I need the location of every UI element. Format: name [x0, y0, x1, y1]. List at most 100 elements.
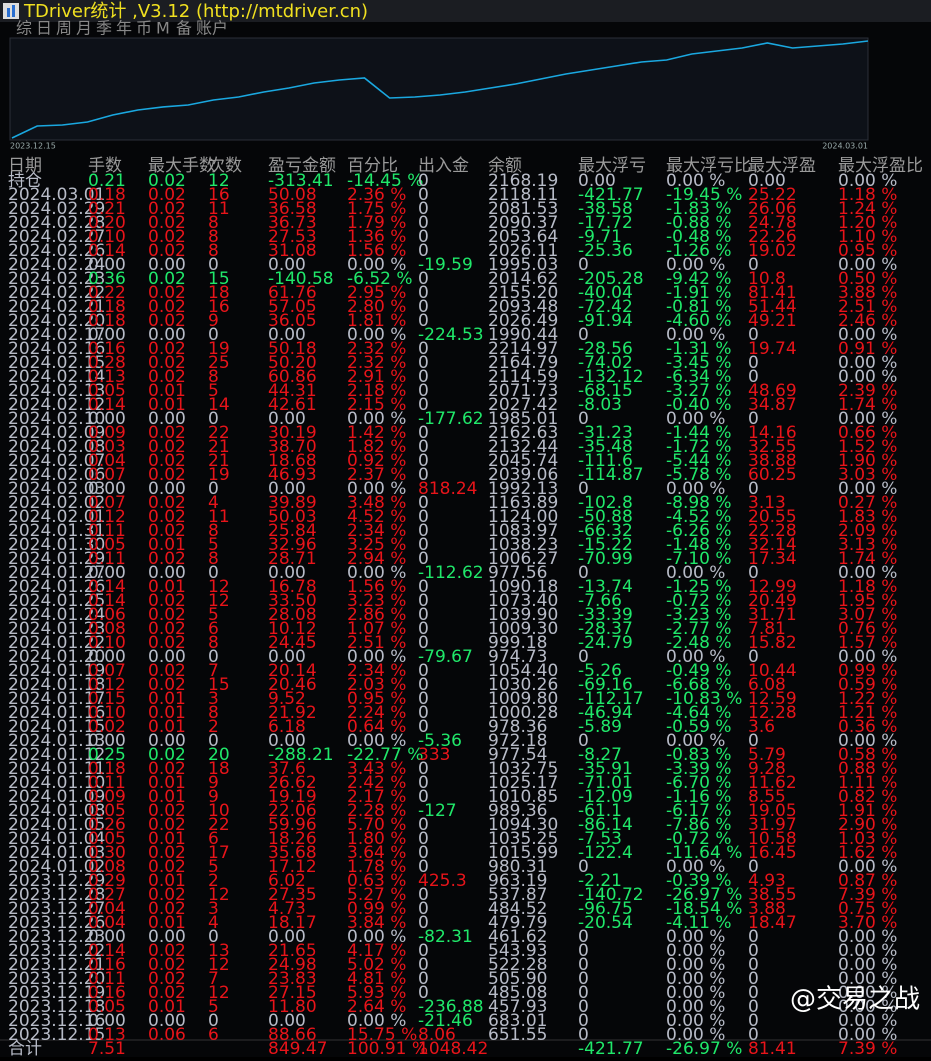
tab[interactable]: 周	[56, 19, 72, 38]
cell: 333	[418, 745, 450, 765]
cell: 0.00	[148, 479, 186, 499]
cell: 2114.59	[488, 367, 558, 387]
cell: -6.70 %	[666, 773, 732, 793]
tab[interactable]: 账户	[196, 19, 228, 38]
cell: 0	[208, 927, 219, 947]
cell: -7.86 %	[666, 815, 732, 835]
cell: 8	[208, 367, 219, 387]
cell: -0.81 %	[666, 297, 732, 317]
cell: 0.00 %	[666, 955, 725, 975]
cell: 25	[208, 353, 230, 373]
tab[interactable]: 月	[76, 19, 92, 38]
cell: 0.59 %	[838, 675, 897, 695]
cell: 2.39 %	[838, 381, 897, 401]
cell: 0	[418, 675, 429, 695]
cell: 0	[748, 941, 759, 961]
cell: 2.34 %	[347, 661, 406, 681]
cell: 0.01	[148, 773, 186, 793]
cell: 30.19	[268, 423, 317, 443]
cell: 12	[208, 577, 230, 597]
cell: 0.02	[148, 185, 186, 205]
cell: 0	[578, 647, 589, 667]
cell: 0.00	[88, 325, 126, 345]
row-date: 2024.02.24	[8, 255, 105, 275]
cell: 2045.74	[488, 451, 558, 471]
tab[interactable]: 综	[16, 19, 32, 38]
cell: 36.73	[268, 213, 317, 233]
cell: 0.25	[88, 745, 126, 765]
row-date: 2024.02.03	[8, 479, 105, 499]
cell: 0.05	[88, 997, 126, 1017]
cell: -11.64 %	[666, 843, 742, 863]
cell: 0.64 %	[347, 717, 406, 737]
cell: 0.00 %	[347, 647, 406, 667]
cell: -5.44 %	[666, 451, 732, 471]
cell: 0.01	[148, 395, 186, 415]
chart-end-date: 2024.03.01	[822, 142, 868, 151]
cell: 0.30	[88, 843, 126, 863]
cell: 12	[208, 591, 230, 611]
cell: 522.28	[488, 955, 547, 975]
cell: 18	[208, 283, 230, 303]
row-date: 2023.12.26	[8, 913, 105, 933]
cell: 22	[208, 815, 230, 835]
cell: 0.13	[88, 367, 126, 387]
cell: 0.00 %	[666, 171, 725, 191]
cell: 0.00 %	[666, 997, 725, 1017]
cell: 9	[208, 311, 219, 331]
cell: -19.59	[418, 255, 473, 275]
cell: 0.00 %	[666, 857, 725, 877]
cell: 0.05	[88, 801, 126, 821]
row-date: 2023.12.16	[8, 1011, 105, 1031]
cell: 2026.49	[488, 311, 558, 331]
cell: 8	[208, 227, 219, 247]
tab[interactable]: 备	[176, 19, 192, 38]
cell: -8.03	[578, 395, 622, 415]
cell: 0.02	[148, 619, 186, 639]
cell: 9	[208, 787, 219, 807]
cell: 0.00 %	[347, 563, 406, 583]
cell: 0	[418, 451, 429, 471]
cell: 10.44	[748, 661, 797, 681]
cell: 0.02	[148, 353, 186, 373]
cell: 50.03	[268, 507, 317, 527]
cell: 25.22	[748, 185, 797, 205]
cell: 0.00	[268, 731, 306, 751]
cell: 0	[418, 619, 429, 639]
cell: 1.42 %	[347, 423, 406, 443]
column-header: 最大浮盈比	[838, 156, 923, 176]
cell: 2164.79	[488, 353, 558, 373]
cell: 1.79 %	[347, 213, 406, 233]
cell: 0.14	[88, 577, 126, 597]
column-header: 盈亏金额	[268, 156, 336, 176]
cell: -3.39 %	[666, 759, 732, 779]
row-date: 2023.12.27	[8, 899, 105, 919]
cell: 46.93	[268, 465, 317, 485]
tab[interactable]: 年	[116, 19, 132, 38]
cell: 11	[208, 199, 230, 219]
tab[interactable]: 日	[36, 19, 52, 38]
tab[interactable]: 币	[136, 19, 152, 38]
cell: 21	[208, 437, 230, 457]
cell: 1009.30	[488, 619, 558, 639]
cell: 38.55	[748, 885, 797, 905]
cell: 0.01	[148, 913, 186, 933]
cell: 88.66	[268, 1025, 317, 1045]
tab[interactable]: M	[156, 19, 170, 38]
cell: 0.00	[88, 563, 126, 583]
cell: 5.70 %	[347, 815, 406, 835]
cell: 57.05	[268, 297, 317, 317]
cell: -205.28	[578, 269, 644, 289]
cell: 2.09 %	[838, 521, 897, 541]
cell: 3.6	[748, 717, 775, 737]
cell: 2.91 %	[347, 367, 406, 387]
total-cell: 81.41	[748, 1039, 797, 1057]
cell: -1.83 %	[666, 199, 732, 219]
row-date: 2024.01.17	[8, 689, 105, 709]
cell: 0.12	[88, 507, 126, 527]
cell: -31.23	[578, 423, 633, 443]
cell: 0	[578, 255, 589, 275]
cell: 4.81 %	[347, 969, 406, 989]
cell: 1.18 %	[838, 185, 897, 205]
tab[interactable]: 季	[96, 19, 112, 38]
